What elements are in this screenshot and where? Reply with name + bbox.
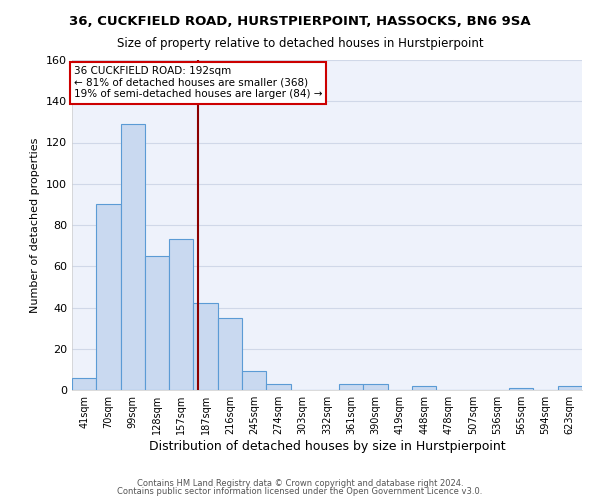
Text: Size of property relative to detached houses in Hurstpierpoint: Size of property relative to detached ho…	[116, 38, 484, 51]
Y-axis label: Number of detached properties: Number of detached properties	[31, 138, 40, 312]
Bar	[509, 388, 533, 390]
Text: 36 CUCKFIELD ROAD: 192sqm
← 81% of detached houses are smaller (368)
19% of semi: 36 CUCKFIELD ROAD: 192sqm ← 81% of detac…	[74, 66, 322, 100]
Bar	[72, 378, 96, 390]
Bar	[412, 386, 436, 390]
Text: 36, CUCKFIELD ROAD, HURSTPIERPOINT, HASSOCKS, BN6 9SA: 36, CUCKFIELD ROAD, HURSTPIERPOINT, HASS…	[69, 15, 531, 28]
Bar	[339, 384, 364, 390]
Bar	[218, 318, 242, 390]
Bar	[266, 384, 290, 390]
Bar	[169, 240, 193, 390]
Bar	[193, 304, 218, 390]
Bar	[558, 386, 582, 390]
Text: Contains public sector information licensed under the Open Government Licence v3: Contains public sector information licen…	[118, 487, 482, 496]
Bar	[96, 204, 121, 390]
X-axis label: Distribution of detached houses by size in Hurstpierpoint: Distribution of detached houses by size …	[149, 440, 505, 453]
Bar	[145, 256, 169, 390]
Text: Contains HM Land Registry data © Crown copyright and database right 2024.: Contains HM Land Registry data © Crown c…	[137, 478, 463, 488]
Bar	[242, 372, 266, 390]
Bar	[121, 124, 145, 390]
Bar	[364, 384, 388, 390]
